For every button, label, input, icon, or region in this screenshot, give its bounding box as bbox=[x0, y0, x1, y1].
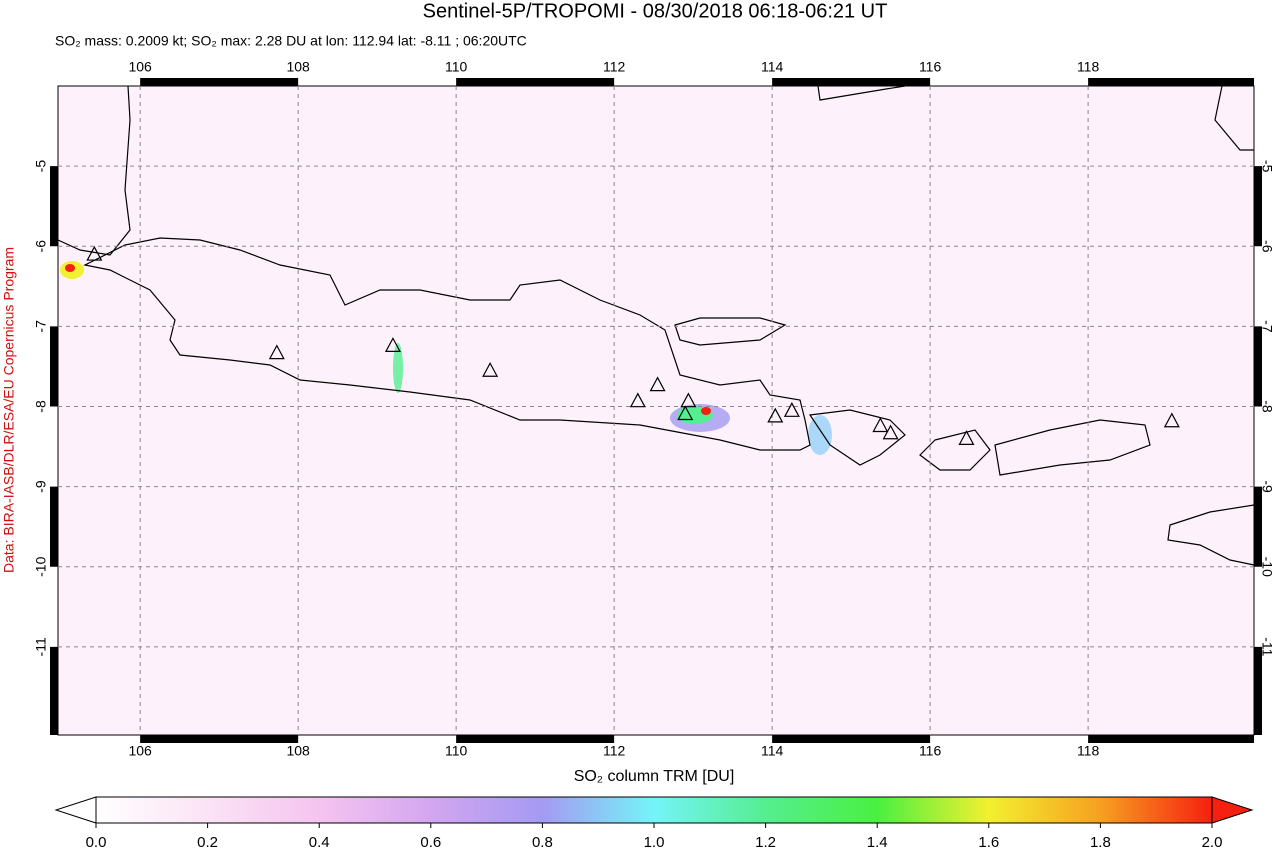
madura bbox=[674, 317, 787, 346]
colorbar-tick-label: 0.0 bbox=[86, 834, 107, 851]
y-tick-label: -8 bbox=[33, 400, 49, 413]
y-tick-label: -7 bbox=[33, 320, 49, 333]
frame-band bbox=[772, 78, 931, 86]
map-frame bbox=[57, 85, 1255, 736]
volcano-marker bbox=[958, 430, 975, 445]
sumba bbox=[1167, 504, 1255, 566]
title: Sentinel-5P/TROPOMI - 08/30/2018 06:18-0… bbox=[423, 0, 888, 22]
frame-band bbox=[1254, 326, 1262, 407]
colorbar-tick-label: 0.6 bbox=[420, 834, 441, 851]
x-tick-label: 116 bbox=[919, 743, 942, 759]
colorbar-tick-label: 1.0 bbox=[644, 834, 665, 851]
x-tick-label: 108 bbox=[286, 743, 310, 759]
x-tick-label: 116 bbox=[919, 59, 942, 75]
frame-band bbox=[1254, 646, 1262, 735]
y-tick-label: -8 bbox=[1259, 400, 1272, 413]
map-background bbox=[58, 86, 1254, 735]
frame-band bbox=[456, 735, 615, 743]
kalimantan bbox=[817, 85, 906, 101]
frame-band bbox=[50, 486, 58, 567]
x-tick-label: 110 bbox=[445, 743, 468, 759]
x-tick-label: 108 bbox=[286, 59, 310, 75]
frame-band bbox=[772, 735, 931, 743]
plumes bbox=[60, 261, 832, 455]
x-tick-label: 112 bbox=[603, 743, 626, 759]
colorbar-tick-label: 0.2 bbox=[197, 834, 218, 851]
x-tick-label: 118 bbox=[1077, 59, 1100, 75]
colorbar-max-arrow bbox=[1211, 796, 1254, 824]
y-tick-label: -6 bbox=[1259, 240, 1272, 253]
lombok bbox=[919, 429, 991, 471]
x-tick-label: 114 bbox=[761, 59, 784, 75]
volcano-marker bbox=[649, 376, 666, 392]
data-credit: Data: BIRA-IASB/DLR/ESA/EU Copernicus Pr… bbox=[1, 247, 17, 573]
plume bbox=[393, 343, 403, 393]
y-tick-label: -10 bbox=[33, 556, 49, 576]
colorbar-label: SO₂ column TRM [DU] bbox=[574, 768, 735, 785]
y-tick-label: -7 bbox=[1259, 320, 1272, 333]
colorbar-tick-label: 1.8 bbox=[1090, 834, 1111, 851]
x-tick-label: 118 bbox=[1077, 743, 1100, 759]
colorbar-tick-label: 2.0 bbox=[1202, 834, 1223, 851]
x-tick-label: 106 bbox=[128, 59, 152, 75]
colorbar-tick-label: 1.4 bbox=[867, 834, 888, 851]
colorbar-tick-label: 1.6 bbox=[978, 834, 999, 851]
colorbar-tick-label: 0.8 bbox=[532, 834, 553, 851]
java bbox=[83, 237, 811, 451]
frame-band bbox=[50, 646, 58, 735]
y-tick-label: -11 bbox=[33, 637, 49, 656]
volcano-marker bbox=[384, 337, 401, 353]
colorbar-tick-label: 1.2 bbox=[755, 834, 776, 851]
volcano-marker bbox=[677, 405, 694, 421]
volcano-marker bbox=[872, 417, 889, 433]
frame-band bbox=[50, 326, 58, 407]
sumbawa bbox=[994, 419, 1151, 476]
volcano-marker bbox=[767, 407, 784, 423]
plume bbox=[65, 264, 75, 272]
colorbar-tick-label: 0.4 bbox=[309, 834, 330, 851]
x-tick-label: 106 bbox=[128, 743, 152, 759]
volcano-marker bbox=[1163, 412, 1180, 428]
subtitle: SO₂ mass: 0.2009 kt; SO₂ max: 2.28 DU at… bbox=[55, 33, 527, 49]
colorbar-min-arrow bbox=[54, 796, 97, 824]
frame-band bbox=[1088, 78, 1254, 86]
y-tick-label: -6 bbox=[33, 240, 49, 253]
frame-band bbox=[1254, 486, 1262, 567]
bali bbox=[808, 409, 906, 466]
y-tick-label: -5 bbox=[1259, 160, 1272, 173]
frame-band bbox=[1088, 735, 1254, 743]
plume bbox=[701, 407, 711, 415]
x-tick-label: 114 bbox=[761, 743, 784, 759]
plume bbox=[808, 415, 832, 455]
y-tick-label: -5 bbox=[33, 160, 49, 173]
frame-band bbox=[140, 78, 299, 86]
y-tick-label: -11 bbox=[1259, 637, 1272, 656]
x-tick-label: 110 bbox=[445, 59, 468, 75]
y-tick-label: -10 bbox=[1259, 557, 1272, 577]
sulawesi bbox=[1214, 85, 1254, 151]
volcano-marker bbox=[629, 392, 646, 408]
y-tick-label: -9 bbox=[33, 480, 49, 493]
frame-band bbox=[1254, 166, 1262, 247]
frame-band bbox=[456, 78, 615, 86]
volcano-marker bbox=[783, 402, 800, 417]
volcano-marker bbox=[680, 392, 697, 408]
colorbar bbox=[95, 796, 1213, 824]
volcano-marker bbox=[882, 424, 899, 440]
frame-band bbox=[50, 166, 58, 247]
volcano-marker bbox=[86, 245, 103, 261]
volcano-marker bbox=[268, 344, 285, 360]
frame-band bbox=[140, 735, 299, 743]
volcano-marker bbox=[482, 361, 499, 377]
x-tick-label: 112 bbox=[603, 59, 626, 75]
sumatra bbox=[57, 85, 131, 256]
y-tick-label: -9 bbox=[1259, 480, 1272, 493]
coastlines bbox=[57, 85, 1255, 566]
